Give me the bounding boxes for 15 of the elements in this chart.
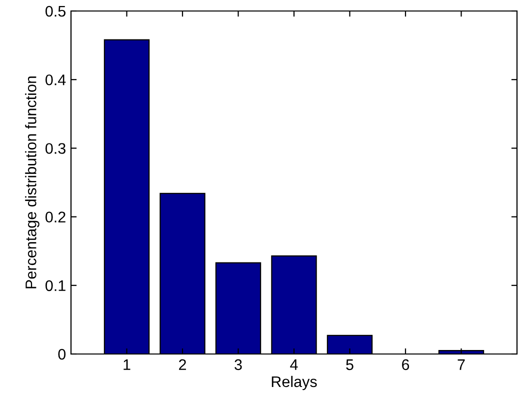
y-tick-label: 0.5 [46,6,66,17]
x-tick-label: 1 [124,359,130,370]
x-tick-label: 2 [179,359,186,370]
y-tick-label: 0.3 [46,143,66,154]
y-tick-label: 0.4 [46,74,66,86]
x-tick-label: 5 [346,359,354,370]
x-tick-label: 7 [458,359,465,370]
y-tick-label: 0.1 [46,280,66,292]
y-tick-label: 0.2 [46,212,66,222]
y-axis-title: Percentage distribution function [25,76,40,288]
x-tick-label: 6 [402,359,410,370]
x-tick-label: 3 [234,359,242,370]
x-axis-title: Relays [272,376,317,390]
y-tick-label: 0 [58,348,66,360]
x-tick-label: 4 [290,359,298,370]
